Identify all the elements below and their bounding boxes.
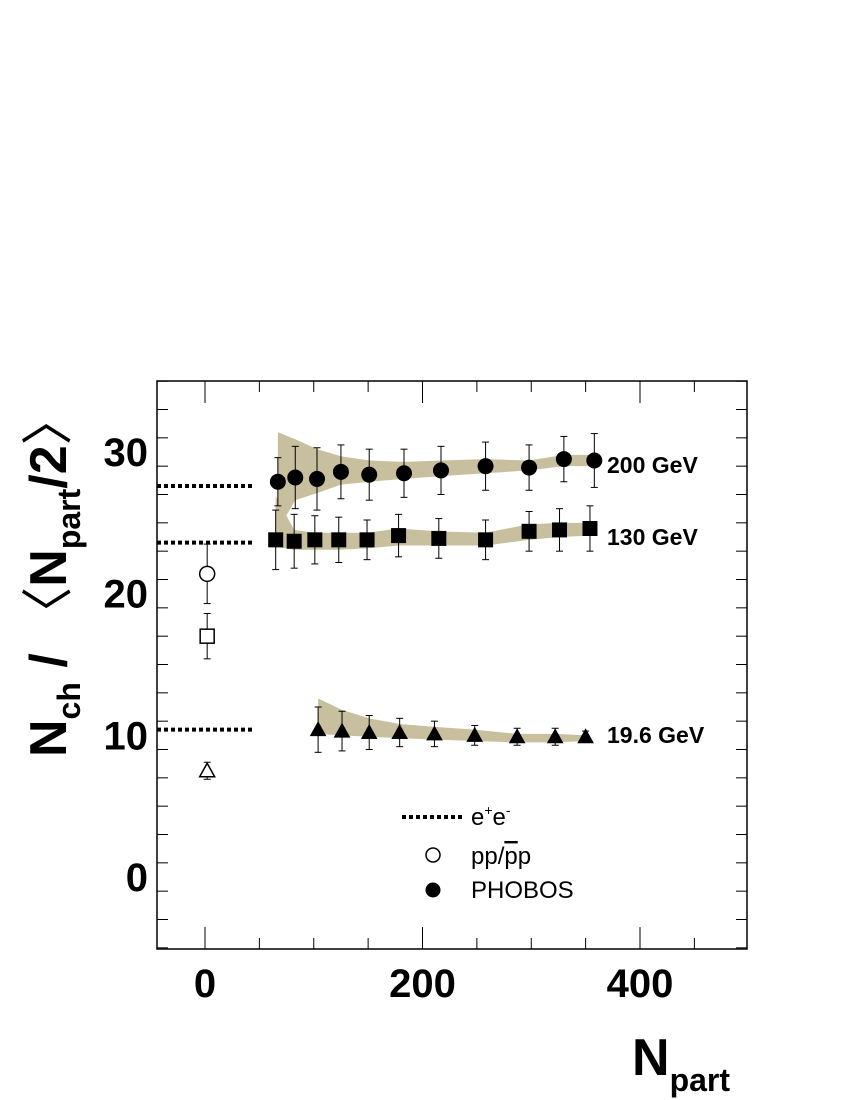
- legend-ee-sup2: -: [506, 802, 511, 818]
- point-130-7: [478, 532, 494, 548]
- series-label-130: 130 GeV: [607, 524, 698, 550]
- point-130-4: [359, 532, 375, 548]
- point-130-8: [521, 523, 537, 539]
- point-200-10: [586, 452, 603, 469]
- ee-reference-lines: [157, 484, 255, 732]
- legend-phobos-label: PHOBOS: [471, 877, 574, 904]
- point-200-3: [332, 463, 349, 480]
- point-130-0: [268, 532, 284, 548]
- pp-point-200: [198, 565, 216, 583]
- band-19.6: [318, 698, 586, 743]
- point-19.6-2: [360, 723, 378, 739]
- legend-pp-text: pp/: [471, 843, 505, 870]
- y-tick-label-20: 20: [104, 573, 149, 617]
- axis-ticks: [157, 380, 747, 949]
- x-tick-label-200: 200: [389, 962, 456, 1006]
- point-130-2: [307, 532, 323, 548]
- pp-point-130: [199, 628, 215, 644]
- tick-labels: 0 200 400 0 10 20 30: [104, 431, 674, 1006]
- y-axis-title-slash: /: [20, 639, 78, 682]
- x-axis-title-n: N: [632, 1029, 670, 1087]
- legend: e+e- pp/pp PHOBOS: [402, 802, 574, 904]
- x-axis-title-sub: part: [670, 1062, 731, 1098]
- point-130-3: [331, 532, 347, 548]
- y-axis-title: Nch / 〈Npart/2〉: [20, 393, 87, 757]
- point-19.6-7: [546, 728, 564, 744]
- y-tick-label-10: 10: [104, 714, 149, 758]
- point-19.6-0: [309, 721, 327, 737]
- point-130-1: [286, 533, 302, 549]
- pp-markers: [198, 565, 216, 778]
- legend-ee-label: e+e-: [471, 802, 511, 831]
- y-axis-title-ch: ch: [51, 682, 87, 719]
- band-200: [277, 432, 595, 530]
- point-19.6-1: [333, 722, 351, 738]
- point-200-4: [361, 466, 378, 483]
- point-19.6-3: [391, 723, 409, 739]
- y-axis-title-part: part: [51, 488, 87, 549]
- pp-point-19.6: [198, 761, 216, 778]
- band-130: [275, 495, 590, 550]
- point-200-8: [521, 459, 538, 476]
- legend-ee-sup1: +: [484, 802, 492, 818]
- x-tick-label-0: 0: [194, 962, 216, 1006]
- legend-phobos-marker: [425, 882, 441, 898]
- y-axis-title-half: /2: [20, 445, 78, 488]
- legend-ee-e2: e: [493, 804, 506, 831]
- x-axis-title: Npart: [632, 1029, 730, 1098]
- y-axis-title-n2: N: [20, 549, 78, 587]
- legend-pp-pbar: p: [504, 843, 517, 870]
- y-tick-label-0: 0: [126, 856, 148, 900]
- point-19.6-4: [426, 725, 443, 741]
- x-tick-label-400: 400: [607, 962, 674, 1006]
- y-axis-title-open: 〈: [20, 587, 78, 639]
- point-19.6-6: [508, 728, 526, 744]
- point-200-0: [269, 473, 286, 490]
- point-200-1: [287, 469, 304, 486]
- series-label-200: 200 GeV: [607, 452, 698, 478]
- point-130-5: [391, 528, 407, 544]
- point-19.6-8: [577, 728, 594, 744]
- data-markers: [268, 451, 603, 744]
- point-130-9: [552, 522, 568, 538]
- point-130-6: [431, 530, 447, 546]
- point-200-6: [432, 462, 449, 479]
- point-200-7: [477, 458, 494, 475]
- y-axis-title-close: 〉: [20, 393, 78, 445]
- legend-pp-text2: p: [518, 843, 531, 870]
- legend-pp-marker: [425, 847, 441, 863]
- point-19.6-5: [466, 726, 484, 742]
- point-130-10: [582, 521, 598, 536]
- point-200-5: [396, 465, 413, 482]
- legend-ee-e: e: [471, 804, 484, 831]
- point-200-2: [309, 470, 326, 487]
- y-tick-label-30: 30: [104, 431, 149, 475]
- point-200-9: [555, 451, 572, 468]
- series-label-19.6: 19.6 GeV: [607, 722, 705, 748]
- y-axis-title-n: N: [20, 719, 78, 757]
- legend-pp-label: pp/pp: [471, 843, 531, 870]
